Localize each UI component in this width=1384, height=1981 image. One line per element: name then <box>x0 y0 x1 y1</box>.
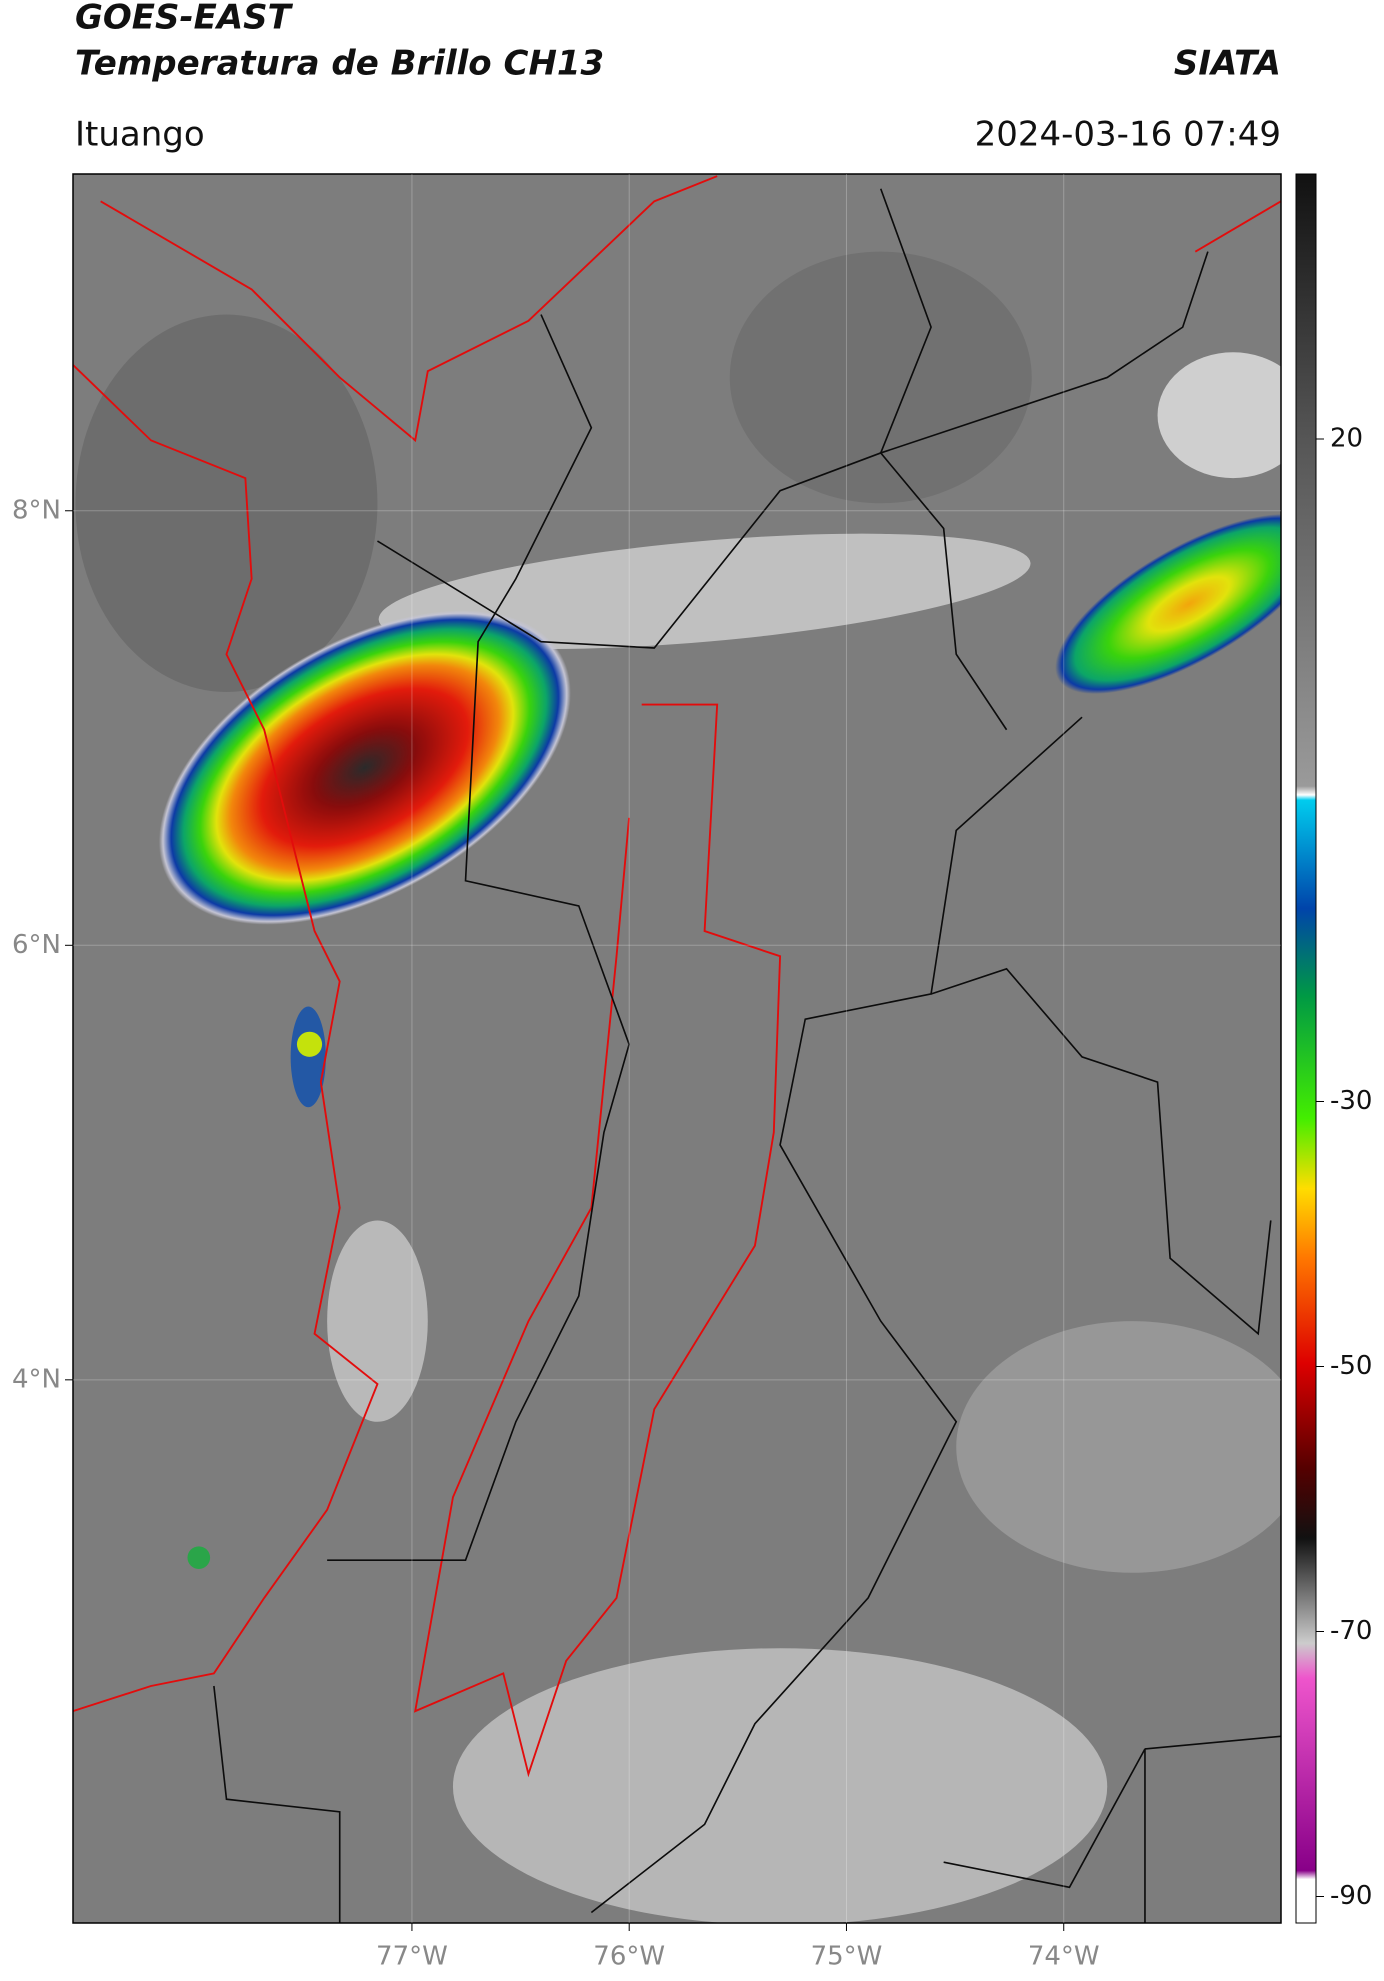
colorbar-tick-label: 20 <box>1330 424 1363 454</box>
map-image <box>73 174 1281 1923</box>
title: GOES-EAST <box>75 0 294 38</box>
map-frame <box>72 173 1282 1924</box>
x-tick-label: 77°W <box>376 1942 448 1972</box>
x-tick-label: 76°W <box>593 1942 665 1972</box>
location: Ituango <box>75 115 205 155</box>
colorbar-tick-label: -50 <box>1330 1351 1372 1381</box>
y-tick-label: 6°N <box>12 930 61 960</box>
datetime: 2024-03-16 07:49 <box>975 115 1281 155</box>
x-tick-label: 74°W <box>1028 1942 1100 1972</box>
source: SIATA <box>1174 44 1281 84</box>
y-tick-label: 4°N <box>12 1364 61 1394</box>
axes-layer: 77°W 76°W 75°W 74°W 8°N 6°N 4°N 20 -30 -50 -70 -90 <box>12 174 1372 1972</box>
y-tick-label: 8°N <box>12 495 61 525</box>
subtitle: Temperatura de Brillo CH13 <box>75 44 604 84</box>
x-tick-label: 75°W <box>811 1942 883 1972</box>
colorbar <box>1295 173 1317 1924</box>
colorbar-tick-label: -90 <box>1330 1881 1372 1911</box>
colorbar-tick-label: -70 <box>1330 1616 1372 1646</box>
colorbar-tick-label: -30 <box>1330 1086 1372 1116</box>
